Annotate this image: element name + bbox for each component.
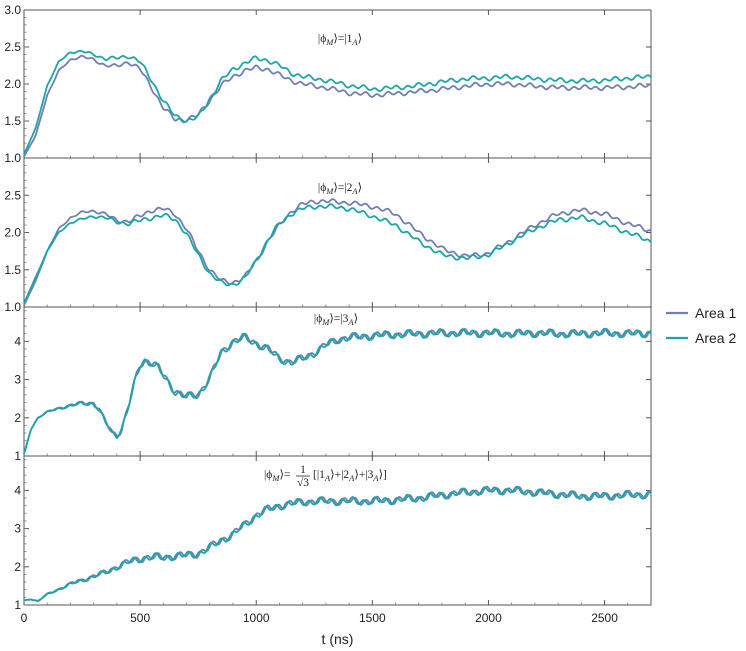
panel-title-bracket: [|1A⟩+|2A⟩+|3A⟩] (313, 468, 387, 483)
x-axis-label: t (ns) (322, 631, 354, 647)
y-tick-label: 2 (14, 411, 21, 425)
series-line-area-2 (23, 49, 652, 155)
y-tick-label: 2.5 (4, 188, 21, 202)
x-axis: 0 500 1000 1500 2000 2500 (21, 611, 619, 625)
x-tick-label: 1500 (359, 611, 386, 625)
x-tick-label: 500 (130, 611, 150, 625)
y-tick-label: 3 (14, 373, 21, 387)
y-tick-label: 4 (14, 334, 21, 348)
panel-frame (23, 455, 652, 606)
fraction-denominator: √3 (297, 476, 309, 489)
y-tick-label: 2 (14, 560, 21, 574)
panel-title: |ϕM⟩= (264, 468, 290, 483)
legend: Area 1 Area 2 (666, 305, 736, 346)
panel-1: 1.0 1.5 2.0 2.5 3.0 |ϕM⟩=|1A⟩ (4, 3, 652, 165)
series-line-area-2 (23, 327, 652, 455)
x-tick-label: 2500 (591, 611, 618, 625)
panel-title: |ϕM⟩=|2A⟩ (318, 181, 362, 196)
series-line-area-2 (23, 203, 652, 304)
y-tick-label: 2.0 (4, 77, 21, 91)
panel-title: |ϕM⟩=|3A⟩ (314, 312, 358, 327)
panel-3: 1 2 3 4 |ϕM⟩=|3A⟩ (14, 306, 652, 463)
x-tick-label: 2000 (475, 611, 502, 625)
y-tick-label: 1.5 (4, 114, 21, 128)
fraction-numerator: 1 (300, 464, 306, 476)
series-line-area-1 (23, 198, 652, 306)
y-tick-label: 1 (14, 598, 21, 612)
panel-2: 1.0 1.5 2.0 2.5 |ϕM⟩=|2A⟩ (4, 157, 652, 314)
y-tick-label: 3.0 (4, 3, 21, 17)
x-tick-label: 0 (21, 611, 28, 625)
legend-label-area-2: Area 2 (695, 330, 736, 346)
panel-frame (23, 306, 652, 457)
y-tick-label: 1.0 (4, 300, 21, 314)
y-tick-label: 4 (14, 483, 21, 497)
y-tick-label: 3 (14, 522, 21, 536)
x-tick-label: 1000 (243, 611, 270, 625)
y-tick-label: 1.0 (4, 151, 21, 165)
panel-title: |ϕM⟩=|1A⟩ (318, 32, 362, 47)
y-tick-label: 1 (14, 449, 21, 463)
legend-label-area-1: Area 1 (695, 305, 736, 321)
y-tick-label: 2.5 (4, 40, 21, 54)
y-tick-label: 2.0 (4, 226, 21, 240)
series-line-area-2 (23, 485, 652, 603)
series-line-area-1 (23, 54, 652, 157)
y-tick-label: 1.5 (4, 263, 21, 277)
panel-frame (23, 157, 652, 308)
panels-layer: 1.0 1.5 2.0 2.5 3.0 |ϕM⟩=|1A⟩ 1.0 1.5 2.0 2.5 |ϕM⟩… (4, 3, 652, 612)
